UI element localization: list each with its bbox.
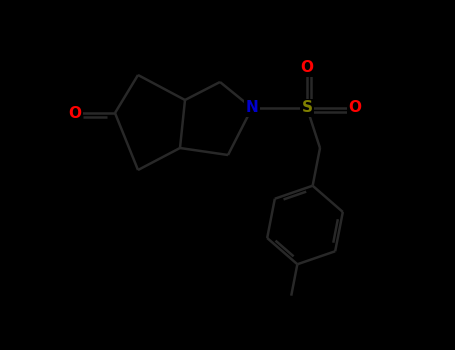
Text: O: O	[69, 105, 81, 120]
Text: O: O	[300, 61, 313, 76]
Text: O: O	[349, 100, 362, 116]
Text: S: S	[302, 100, 313, 116]
Text: N: N	[246, 100, 258, 116]
